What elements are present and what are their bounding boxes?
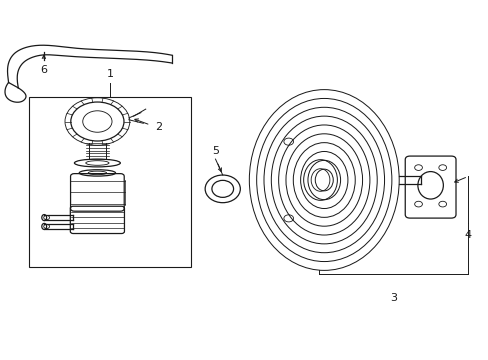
Text: 3: 3 <box>389 293 396 303</box>
Text: 1: 1 <box>106 69 114 79</box>
Text: 4: 4 <box>464 230 471 240</box>
Bar <box>29 97 191 267</box>
Text: 5: 5 <box>212 145 219 156</box>
Text: 2: 2 <box>155 122 162 132</box>
Text: 6: 6 <box>41 65 47 75</box>
